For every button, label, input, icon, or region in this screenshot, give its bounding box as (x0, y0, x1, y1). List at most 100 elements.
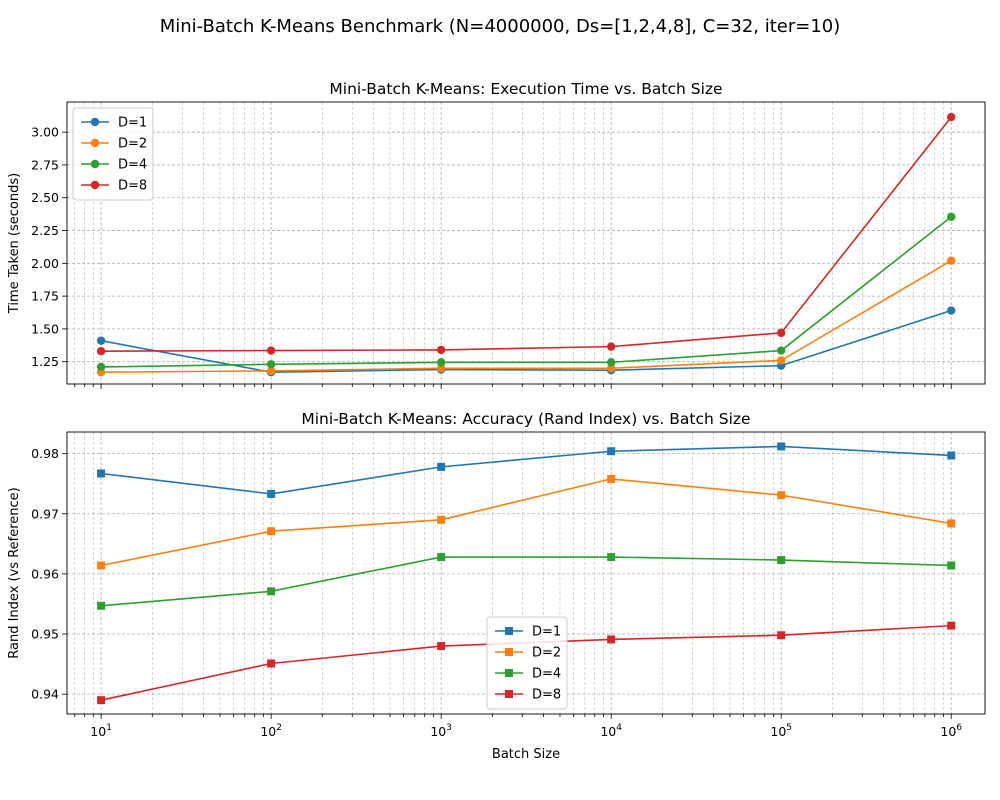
data-point (607, 474, 616, 483)
legend-marker (505, 627, 513, 635)
data-point (777, 556, 786, 565)
series-line (101, 445, 952, 495)
legend-marker (505, 648, 513, 656)
y-tick-label: 2.75 (31, 157, 59, 172)
data-point (436, 364, 446, 373)
data-point (606, 364, 616, 373)
x-tick-label: 103 (430, 723, 452, 739)
data-point (97, 696, 106, 705)
legend-label: D=4 (532, 667, 561, 682)
data-point (267, 659, 276, 668)
series-d4 (97, 553, 956, 610)
series-line (100, 309, 952, 373)
data-point (606, 358, 616, 367)
data-point (97, 561, 106, 570)
legend-label: D=1 (532, 625, 561, 640)
legend-marker (90, 117, 100, 127)
legend-marker (505, 690, 513, 698)
accuracy-y-axis-label: Rand Index (vs Reference) (7, 487, 22, 658)
accuracy-grid (67, 432, 985, 714)
series-d4 (96, 212, 956, 372)
accuracy-chart: 0.94 0.95 0.96 0.97 0.98 101 102 103 104 105 106 Mi… (7, 410, 986, 762)
x-tick-label: 105 (770, 723, 792, 739)
time-plot-area (67, 102, 985, 384)
time-y-axis-label: Time Taken (seconds) (7, 173, 22, 314)
data-point (607, 447, 616, 456)
series-line (100, 478, 952, 567)
data-point (777, 346, 786, 355)
y-tick-label: 0.97 (31, 506, 59, 521)
accuracy-x-axis-label: Batch Size (492, 747, 560, 762)
legend-label: D=8 (532, 688, 561, 703)
legend-label: D=1 (118, 116, 147, 131)
data-point (266, 346, 276, 355)
data-point (437, 642, 446, 651)
data-point (947, 451, 956, 460)
data-point (437, 553, 446, 562)
time-chart-title: Mini-Batch K-Means: Execution Time vs. B… (329, 80, 722, 98)
series-d2 (96, 256, 956, 377)
data-point (267, 489, 276, 498)
time-legend: D=1 D=2 D=4 D=8 (72, 107, 154, 201)
legend-frame (486, 616, 568, 710)
legend-label: D=2 (118, 137, 147, 152)
data-point (607, 635, 616, 644)
data-point (947, 212, 956, 221)
accuracy-axes-frame (66, 431, 986, 715)
data-point (97, 469, 106, 478)
legend-label: D=2 (532, 646, 561, 661)
data-point (777, 356, 786, 365)
data-point (266, 360, 276, 369)
x-tick-label: 104 (600, 723, 622, 739)
legend-label: D=8 (118, 179, 147, 194)
data-point (777, 631, 786, 640)
y-tick-label: 2.00 (31, 256, 59, 271)
data-point (267, 587, 276, 596)
series-d8 (96, 112, 956, 356)
y-tick-label: 0.98 (31, 446, 59, 461)
data-point (96, 347, 106, 356)
data-point (437, 515, 446, 524)
execution-time-chart: 1.25 1.50 1.75 2.00 2.25 2.50 2.75 3.00 Mini-Bat… (7, 80, 986, 389)
series-line (101, 260, 952, 373)
legend-marker (505, 669, 513, 677)
y-tick-label: 2.25 (31, 223, 59, 238)
data-point (777, 491, 786, 500)
legend-marker (90, 138, 100, 148)
y-tick-label: 0.94 (31, 687, 59, 702)
legend-frame (72, 107, 154, 201)
data-point (266, 366, 276, 376)
data-point (947, 112, 956, 122)
y-tick-label: 1.25 (31, 354, 59, 369)
data-point (777, 442, 786, 451)
y-tick-label: 0.96 (31, 566, 59, 581)
y-tick-label: 2.50 (31, 190, 59, 205)
data-point (436, 358, 446, 367)
legend-label: D=4 (118, 158, 147, 173)
data-point (947, 306, 956, 315)
series-line (101, 116, 952, 353)
time-axes-frame (66, 101, 986, 385)
x-tick-label: 101 (90, 723, 112, 739)
y-tick-label: 3.00 (31, 125, 59, 140)
accuracy-legend: D=1 D=2 D=4 D=8 (486, 616, 568, 710)
series-line (101, 556, 952, 607)
data-point (606, 342, 616, 351)
x-tick-label: 106 (940, 723, 962, 739)
series-line (101, 216, 952, 368)
legend-marker (90, 159, 100, 169)
data-point (607, 553, 616, 562)
y-tick-label: 0.95 (31, 627, 59, 642)
series-d1 (97, 442, 956, 498)
data-point (947, 561, 956, 570)
data-point (436, 345, 446, 355)
data-point (947, 519, 956, 528)
data-point (267, 527, 276, 536)
figure-suptitle: Mini-Batch K-Means Benchmark (N=4000000,… (160, 16, 841, 37)
x-tick-label: 102 (260, 723, 282, 739)
data-point (947, 256, 956, 265)
accuracy-chart-title: Mini-Batch K-Means: Accuracy (Rand Index… (301, 410, 750, 428)
data-point (97, 601, 106, 610)
data-point (947, 621, 956, 630)
